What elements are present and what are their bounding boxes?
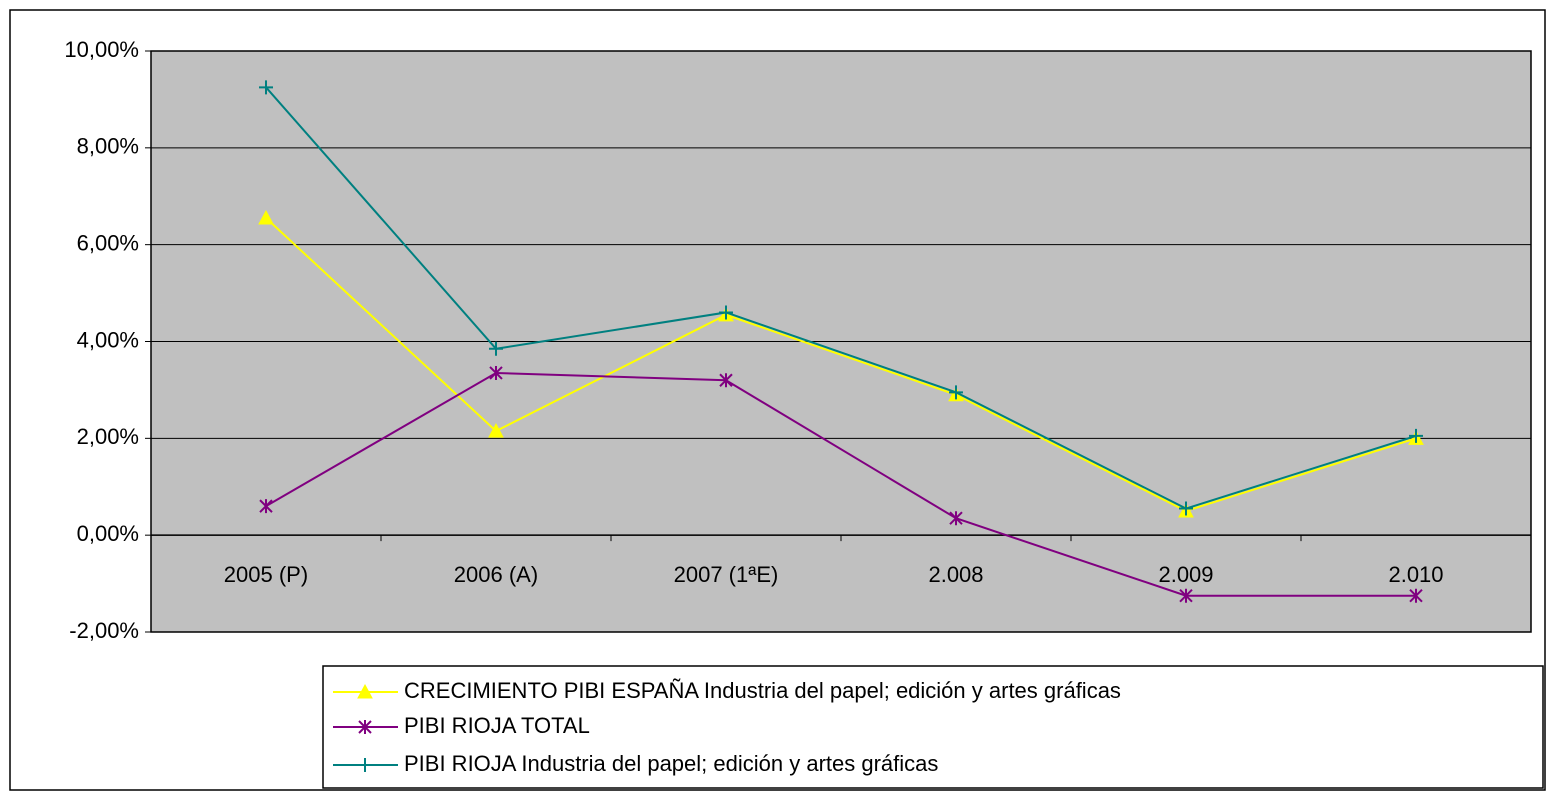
marker — [949, 511, 963, 526]
y-tick-label: -2,00% — [69, 618, 139, 643]
legend-label: PIBI RIOJA Industria del papel; edición … — [404, 751, 938, 776]
marker — [259, 80, 273, 95]
x-tick-label: 2007 (1ªE) — [674, 562, 779, 587]
series-line — [265, 86, 1417, 510]
marker — [358, 720, 372, 734]
marker — [949, 385, 963, 400]
marker — [1409, 428, 1423, 443]
x-tick-label: 2.008 — [928, 562, 983, 587]
legend-label: CRECIMIENTO PIBI ESPAÑA Industria del pa… — [404, 678, 1121, 703]
marker — [258, 209, 274, 225]
marker — [719, 305, 733, 320]
marker — [719, 373, 733, 388]
y-tick-label: 4,00% — [77, 327, 139, 352]
y-tick-label: 10,00% — [64, 37, 139, 62]
marker — [357, 683, 373, 699]
x-tick-label: 2006 (A) — [454, 562, 538, 587]
marker — [489, 341, 503, 356]
series-line — [265, 371, 1416, 597]
legend-label: PIBI RIOJA TOTAL — [404, 713, 590, 738]
y-tick-label: 2,00% — [77, 424, 139, 449]
marker — [1409, 588, 1423, 603]
marker — [489, 365, 503, 380]
x-tick-label: 2005 (P) — [224, 562, 308, 587]
x-tick-label: 2.009 — [1158, 562, 1213, 587]
marker — [488, 423, 504, 438]
marker — [1179, 588, 1193, 603]
legend — [322, 665, 1544, 789]
y-tick-label: 6,00% — [77, 230, 139, 255]
marker — [358, 758, 372, 772]
x-tick-label: 2.010 — [1388, 562, 1443, 587]
marker — [1179, 501, 1193, 516]
y-tick-label: 0,00% — [77, 521, 139, 546]
marker — [259, 499, 273, 514]
y-tick-label: 8,00% — [77, 134, 139, 159]
